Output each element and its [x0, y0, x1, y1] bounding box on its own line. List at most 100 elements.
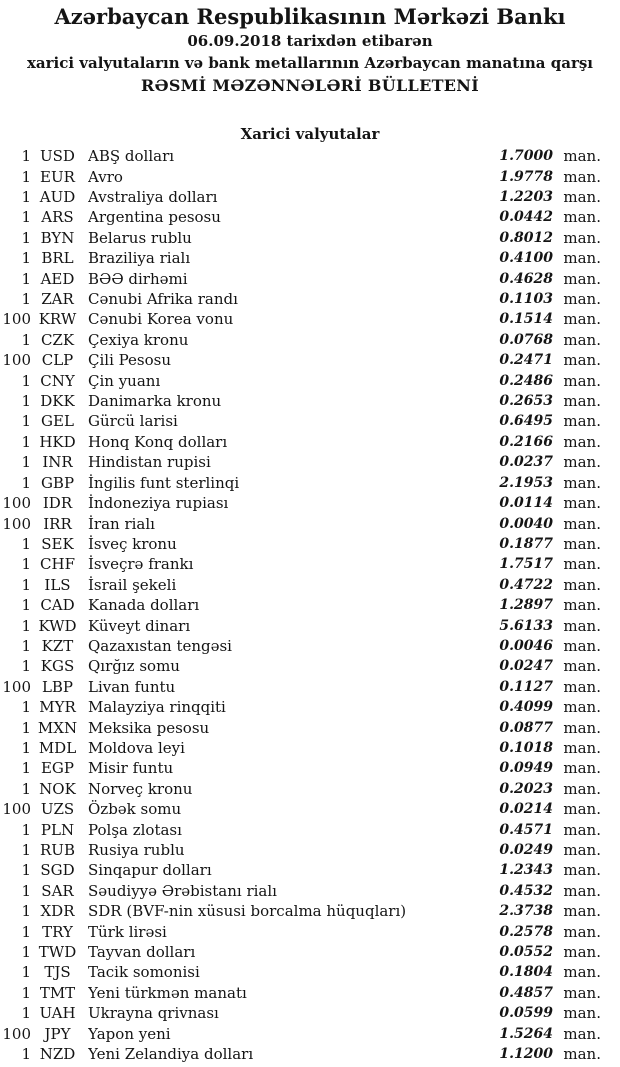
rate-value: 0.0114 — [499, 495, 553, 512]
currency-name: Rusiya rublu — [88, 841, 185, 860]
rate-row: 1 CZK Çexiya kronu 0.0768 man. — [0, 330, 620, 350]
currency-name: Cənubi Afrika randı — [88, 290, 238, 309]
currency-name: Qazaxıstan tengəsi — [88, 636, 232, 655]
quantity: 1 — [21, 596, 31, 615]
currency-code: GEL — [41, 412, 74, 431]
rate-row: 100 KRW Cənubi Korea vonu 0.1514 man. — [0, 309, 620, 329]
rate-value: 0.0768 — [499, 331, 553, 348]
currency-code: ILS — [44, 575, 71, 594]
rate-value: 0.1127 — [499, 678, 553, 695]
currency-code: BRL — [41, 249, 74, 268]
quantity: 1 — [21, 249, 31, 268]
quantity: 1 — [21, 841, 31, 860]
unit-label: man. — [563, 616, 601, 635]
unit-label: man. — [563, 249, 601, 268]
rate-row: 1 CHF İsveçrə frankı 1.7517 man. — [0, 554, 620, 574]
rate-row: 1 KGS Qırğız somu 0.0247 man. — [0, 656, 620, 676]
currency-name: Ukrayna qrivnası — [88, 1004, 219, 1023]
rate-row: 1 DKK Danimarka kronu 0.2653 man. — [0, 391, 620, 411]
currency-name: Cənubi Korea vonu — [88, 310, 234, 329]
unit-label: man. — [563, 453, 601, 472]
rate-row: 100 CLP Çili Pesosu 0.2471 man. — [0, 350, 620, 370]
quantity: 1 — [21, 371, 31, 390]
currency-code: UZS — [40, 800, 75, 819]
quantity: 100 — [2, 800, 31, 819]
unit-label: man. — [563, 983, 601, 1002]
unit-label: man. — [563, 759, 601, 778]
rate-value: 0.0442 — [499, 209, 553, 226]
unit-label: man. — [563, 228, 601, 247]
rate-row: 1 MDL Moldova leyi 0.1018 man. — [0, 738, 620, 758]
unit-label: man. — [563, 371, 601, 390]
rate-value: 0.2166 — [499, 433, 553, 450]
rate-row: 100 LBP Livan funtu 0.1127 man. — [0, 677, 620, 697]
quantity: 1 — [21, 412, 31, 431]
unit-label: man. — [563, 861, 601, 880]
rate-row: 1 NZD Yeni Zelandiya dolları 1.1200 man. — [0, 1044, 620, 1064]
quantity: 100 — [2, 351, 31, 370]
rate-row: 100 IDR İndoneziya rupiası 0.0114 man. — [0, 493, 620, 513]
currency-code: ARS — [41, 208, 74, 227]
rate-row: 1 MXN Meksika pesosu 0.0877 man. — [0, 717, 620, 737]
rate-value: 0.0046 — [499, 637, 553, 654]
currency-name: Çili Pesosu — [88, 351, 172, 370]
unit-label: man. — [563, 657, 601, 676]
quantity: 1 — [21, 555, 31, 574]
currency-name: Səudiyyə Ərəbistanı rialı — [88, 881, 277, 900]
currency-name: Yapon yeni — [88, 1024, 171, 1043]
currency-name: Kanada dolları — [88, 596, 200, 615]
rate-row: 1 SAR Səudiyyə Ərəbistanı rialı 0.4532 man. — [0, 881, 620, 901]
currency-name: Tayvan dolları — [88, 943, 196, 962]
currency-code: KGS — [40, 657, 75, 676]
section-title: Xarici valyutalar — [240, 125, 380, 143]
rate-row: 1 AUD Avstraliya dolları 1.2203 man. — [0, 187, 620, 207]
rate-row: 1 RUB Rusiya rublu 0.0249 man. — [0, 840, 620, 860]
rate-value: 0.8012 — [499, 229, 553, 246]
currency-code: BYN — [40, 228, 75, 247]
unit-label: man. — [563, 575, 601, 594]
currency-code: INR — [42, 453, 73, 472]
rate-row: 1 BRL Braziliya rialı 0.4100 man. — [0, 248, 620, 268]
rate-row: 1 EGP Misir funtu 0.0949 man. — [0, 758, 620, 778]
unit-label: man. — [563, 208, 601, 227]
currency-code: IRR — [43, 514, 72, 533]
rate-row: 100 UZS Özbək somu 0.0214 man. — [0, 799, 620, 819]
unit-label: man. — [563, 596, 601, 615]
rate-value: 0.0249 — [499, 842, 553, 859]
unit-label: man. — [563, 820, 601, 839]
rate-value: 0.0214 — [499, 801, 553, 818]
unit-label: man. — [563, 473, 601, 492]
rate-row: 1 INR Hindistan rupisi 0.0237 man. — [0, 452, 620, 472]
quantity: 1 — [21, 718, 31, 737]
rate-row: 1 PLN Polşa zlotası 0.4571 man. — [0, 819, 620, 839]
rate-value: 0.4857 — [499, 984, 553, 1001]
currency-code: EGP — [40, 759, 75, 778]
currency-name: İngilis funt sterlinqi — [88, 473, 240, 492]
unit-label: man. — [563, 555, 601, 574]
rate-value: 0.1103 — [499, 291, 553, 308]
currency-name: İndoneziya rupiası — [88, 494, 229, 513]
rate-value: 1.2343 — [499, 862, 553, 879]
currency-name: Argentina pesosu — [88, 208, 221, 227]
unit-label: man. — [563, 963, 601, 982]
quantity: 1 — [21, 290, 31, 309]
currency-name: Honq Konq dolları — [88, 432, 228, 451]
unit-label: man. — [563, 514, 601, 533]
quantity: 1 — [21, 473, 31, 492]
currency-code: LBP — [41, 677, 74, 696]
rate-value: 0.0247 — [499, 658, 553, 675]
currency-code: MXN — [37, 718, 78, 737]
unit-label: man. — [563, 902, 601, 921]
quantity: 1 — [21, 1045, 31, 1064]
quantity: 1 — [21, 228, 31, 247]
currency-code: CLP — [41, 351, 74, 370]
unit-label: man. — [563, 310, 601, 329]
rate-value: 0.4571 — [499, 821, 553, 838]
rate-row: 1 CAD Kanada dolları 1.2897 man. — [0, 595, 620, 615]
currency-code: RUB — [40, 841, 75, 860]
rate-value: 1.2897 — [499, 597, 553, 614]
rate-value: 0.2023 — [499, 780, 553, 797]
quantity: 1 — [21, 922, 31, 941]
currency-code: TMT — [39, 983, 76, 1002]
